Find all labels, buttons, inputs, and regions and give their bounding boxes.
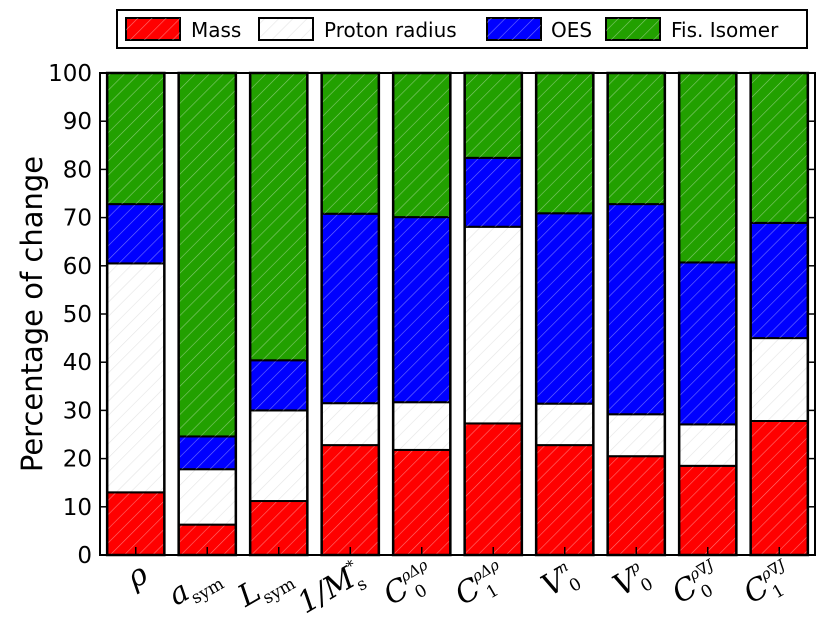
- legend-label-mass: Mass: [191, 18, 241, 42]
- bar-hatch: [393, 217, 451, 403]
- bar-hatch: [464, 423, 522, 555]
- x-tick-label-text: 1/M*s: [291, 556, 371, 626]
- bar-hatch: [679, 465, 737, 555]
- x-tick-label: 1/M*s: [291, 556, 371, 626]
- bar-hatch: [607, 414, 665, 457]
- x-tick-label-text: Cρ∇J0: [666, 555, 729, 615]
- x-tick-label: Cρ∇J1: [737, 555, 800, 615]
- x-tick-label-text: Cρ∇J1: [737, 555, 800, 615]
- legend: Mass Proton radius OES Fis. Isomer: [116, 9, 808, 49]
- bar-hatch: [393, 449, 451, 555]
- x-tick-label-text: Vp0: [607, 556, 657, 609]
- legend-entry-mass: Mass: [125, 17, 241, 42]
- y-tick-label: 40: [63, 350, 92, 376]
- y-tick-label: 70: [63, 206, 92, 232]
- x-tick-label-sub: 0: [411, 581, 430, 604]
- legend-swatch-hatch: [259, 18, 313, 40]
- y-tick-label: 100: [48, 61, 92, 87]
- y-tick-label: 60: [63, 254, 92, 280]
- bar-hatch: [393, 402, 451, 450]
- legend-entry-oes: OES: [486, 17, 592, 42]
- bar-hatch: [393, 73, 451, 218]
- bar-hatch: [250, 360, 308, 411]
- bar-hatch: [750, 73, 808, 223]
- x-tick-label: CρΔρ1: [449, 556, 514, 617]
- legend-entry-proton-radius: Proton radius: [258, 17, 457, 42]
- bar-hatch: [107, 73, 165, 205]
- y-tick-label: 10: [63, 495, 92, 521]
- y-tick-label: 30: [63, 398, 92, 424]
- bar-hatch: [607, 73, 665, 205]
- bar-hatch: [679, 424, 737, 466]
- x-tick-label: CρΔρ0: [377, 556, 442, 617]
- x-tick-label-text: CρΔρ0: [377, 556, 442, 617]
- bar-hatch: [679, 262, 737, 425]
- bar-hatch: [464, 157, 522, 227]
- x-tick-label-sub: 1: [483, 581, 502, 604]
- legend-label-proton-radius: Proton radius: [324, 18, 457, 42]
- bar-hatch: [178, 73, 236, 437]
- x-tick-label-text: CρΔρ1: [449, 556, 514, 617]
- bar-hatch: [536, 445, 594, 555]
- bar-hatch: [750, 222, 808, 339]
- bar-hatch: [536, 73, 594, 214]
- x-tick-label-text: Lsym: [231, 557, 299, 619]
- bar-hatch: [178, 469, 236, 525]
- x-tick-label: Cρ∇J0: [666, 555, 729, 615]
- bar-hatch: [607, 456, 665, 555]
- bar-hatch: [607, 204, 665, 415]
- x-tick-label-text: asym: [162, 557, 227, 618]
- bar-hatch: [107, 263, 165, 493]
- y-tick-label: 90: [63, 109, 92, 135]
- bar-hatch: [321, 403, 379, 446]
- legend-label-fis-isomer: Fis. Isomer: [671, 18, 779, 42]
- bar-hatch: [536, 403, 594, 446]
- x-tick-label: ρ: [120, 556, 154, 596]
- bar-hatch: [321, 445, 379, 555]
- legend-swatch-hatch: [487, 18, 541, 40]
- bar-hatch: [536, 213, 594, 404]
- bar-hatch: [750, 338, 808, 421]
- bar-hatch: [464, 226, 522, 424]
- bar-hatch: [178, 436, 236, 470]
- legend-swatch-hatch: [606, 18, 660, 40]
- bar-hatch: [250, 501, 308, 555]
- bar-hatch: [250, 73, 308, 361]
- x-tick-label-text: ρ: [120, 556, 154, 596]
- y-tick-label: 50: [63, 302, 92, 328]
- x-tick-label: asym: [162, 557, 227, 618]
- legend-frame: [116, 9, 808, 49]
- bar-hatch: [250, 410, 308, 502]
- x-tick-label-main: ρ: [120, 556, 154, 596]
- y-axis-label: Percentage of change: [15, 156, 49, 472]
- bar-hatch: [679, 73, 737, 263]
- y-tick-label: 0: [77, 543, 92, 569]
- x-tick-label: Vp0: [607, 556, 657, 609]
- bar-hatch: [321, 213, 379, 404]
- bar-hatch: [321, 73, 379, 214]
- legend-label-oes: OES: [551, 18, 592, 42]
- x-tick-label-text: Vn0: [535, 556, 585, 609]
- legend-entry-fis-isomer: Fis. Isomer: [605, 17, 779, 42]
- bars-group: [105, 71, 810, 557]
- x-tick-label: Vn0: [535, 556, 586, 609]
- bar-hatch: [464, 73, 522, 158]
- legend-swatch-hatch: [126, 18, 180, 40]
- bar-hatch: [107, 204, 165, 264]
- x-tick-label-sub: sym: [188, 574, 228, 609]
- plot-frame: [99, 72, 816, 556]
- bar-hatch: [750, 421, 808, 555]
- x-tick-label: Lsym: [231, 557, 299, 619]
- y-tick-label: 80: [63, 157, 92, 183]
- y-tick-label: 20: [63, 447, 92, 473]
- bar-hatch: [107, 492, 165, 555]
- y-axis: 0 10 20 30 40 50 60 70 80 90 100: [48, 61, 815, 569]
